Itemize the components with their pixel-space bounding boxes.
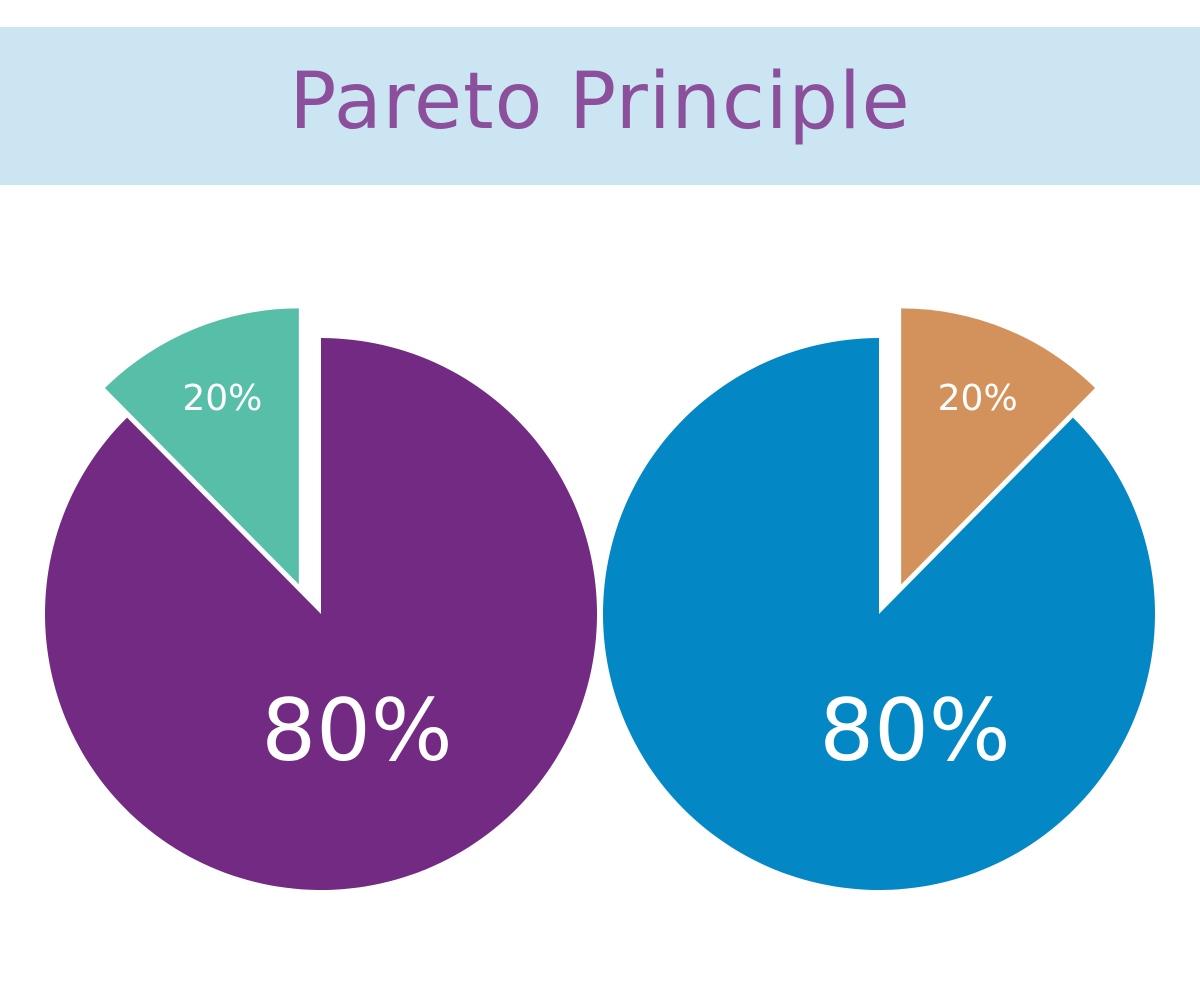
slice-label-20: 20% bbox=[182, 378, 262, 419]
chart-title: Pareto Principle bbox=[289, 57, 911, 147]
pie-slice-group-20 bbox=[901, 308, 1096, 585]
slice-label-80: 80% bbox=[261, 681, 452, 781]
slice-label-80: 80% bbox=[819, 681, 1010, 781]
pie-chart-right: 80% 20% bbox=[602, 308, 1155, 890]
pie-slice-80 bbox=[45, 338, 598, 890]
pie-slice-20 bbox=[901, 308, 1096, 585]
pie-slice-20 bbox=[104, 308, 299, 585]
pie-slice-group-20 bbox=[104, 308, 299, 585]
title-banner: Pareto Principle bbox=[0, 27, 1200, 185]
slice-label-20: 20% bbox=[938, 378, 1018, 419]
pie-chart-left: 80% 20% bbox=[45, 308, 598, 890]
pie-slice-80 bbox=[602, 338, 1155, 890]
